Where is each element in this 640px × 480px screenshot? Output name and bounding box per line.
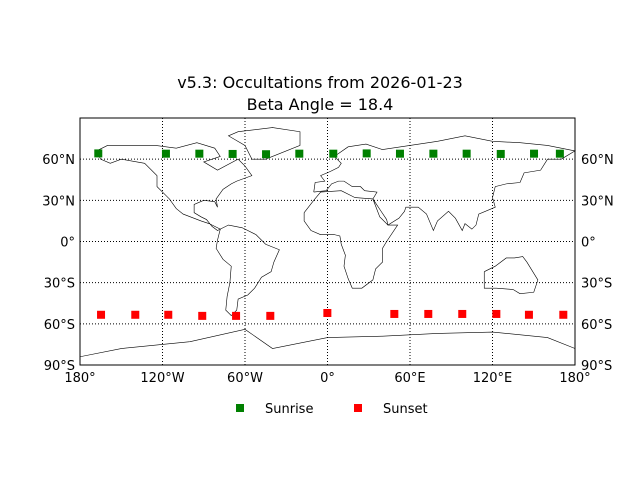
y-tick-label-right: 30°N (581, 194, 614, 209)
sunrise-marker (496, 149, 505, 158)
sunrise-marker (395, 149, 404, 158)
y-tick-label-left: 90°S (44, 359, 75, 374)
map-frame (79, 117, 576, 366)
sunrise-marker (195, 149, 204, 158)
legend-label-sunset: Sunset (383, 402, 428, 417)
legend-marker-sunrise (236, 404, 244, 412)
x-tick-label: 60°E (394, 371, 425, 386)
coastline (215, 224, 280, 317)
sunset-marker (232, 311, 241, 320)
x-tick-label: 180° (64, 371, 95, 386)
sunrise-marker (295, 149, 304, 158)
coastline (227, 127, 301, 160)
sunset-marker (390, 309, 399, 318)
sunset-marker (266, 311, 275, 320)
y-tick-label-left: 60°N (42, 153, 75, 168)
sunset-marker (323, 308, 332, 317)
y-tick-label-left: 60°S (44, 318, 75, 333)
x-tick-label: 0° (320, 371, 335, 386)
chart-title-line2: Beta Angle = 18.4 (246, 95, 394, 114)
coastline (483, 256, 539, 294)
sunrise-marker (94, 149, 103, 158)
sunrise-marker (555, 149, 564, 158)
legend-marker-sunset (354, 404, 362, 412)
sunset-marker (524, 310, 533, 319)
y-tick-label-left: 30°N (42, 194, 75, 209)
y-tick-label-left: 30°S (44, 277, 75, 292)
sunset-marker (424, 309, 433, 318)
sunrise-marker (161, 149, 170, 158)
sunset-marker (97, 310, 106, 319)
sunrise-marker (429, 149, 438, 158)
sunrise-marker (228, 149, 237, 158)
sunset-marker (458, 309, 467, 318)
sunrise-marker (362, 149, 371, 158)
sunset-marker (164, 310, 173, 319)
coastline (313, 135, 576, 232)
y-tick-label-left: 0° (60, 236, 75, 251)
coastline (96, 142, 253, 231)
sunrise-marker (262, 150, 271, 159)
y-tick-label-right: 0° (581, 236, 596, 251)
sunrise-marker (329, 149, 338, 158)
sunrise-marker (530, 149, 539, 158)
sunrise-marker (462, 149, 471, 158)
sunset-marker (492, 309, 501, 318)
x-tick-label: 180° (559, 371, 590, 386)
sunset-marker (198, 311, 207, 320)
sunset-marker (131, 310, 140, 319)
y-tick-label-right: 60°S (581, 318, 612, 333)
coastline (303, 190, 399, 289)
x-tick-label: 60°W (227, 371, 263, 386)
x-tick-label: 120°W (140, 371, 184, 386)
legend-label-sunrise: Sunrise (265, 402, 313, 417)
y-tick-label-right: 90°S (581, 359, 612, 374)
chart-title-line1: v5.3: Occultations from 2026-01-23 (177, 73, 463, 92)
sunset-marker (559, 310, 568, 319)
y-tick-label-right: 30°S (581, 277, 612, 292)
x-tick-label: 120°E (473, 371, 513, 386)
y-tick-label-right: 60°N (581, 153, 614, 168)
